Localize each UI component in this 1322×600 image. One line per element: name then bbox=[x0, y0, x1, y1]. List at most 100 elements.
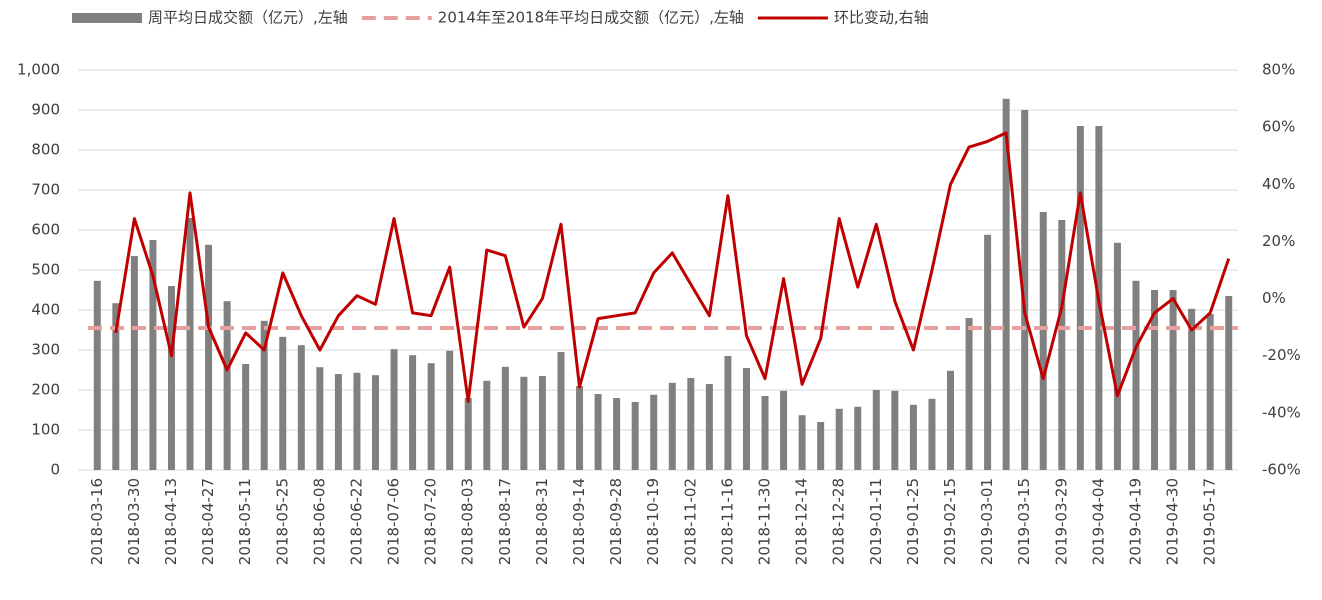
bar bbox=[947, 370, 954, 470]
y2-tick-label: 60% bbox=[1262, 118, 1295, 136]
bar bbox=[112, 303, 120, 470]
bar bbox=[984, 234, 992, 470]
x-tick-label: 2019-04-30 bbox=[1164, 478, 1182, 565]
x-tick-label: 2019-03-29 bbox=[1052, 478, 1070, 565]
bar bbox=[427, 363, 435, 470]
y2-tick-label: 0% bbox=[1262, 289, 1286, 307]
x-tick-label: 2018-05-25 bbox=[273, 478, 291, 565]
y-tick-label: 700 bbox=[31, 181, 60, 199]
bar bbox=[446, 350, 454, 470]
x-tick-label: 2018-08-03 bbox=[459, 478, 477, 565]
bar bbox=[928, 398, 936, 470]
y-tick-label: 300 bbox=[31, 341, 60, 359]
y-tick-label: 800 bbox=[31, 141, 60, 159]
bar bbox=[93, 280, 101, 470]
x-tick-label: 2018-12-14 bbox=[793, 478, 811, 565]
bar bbox=[483, 380, 491, 470]
bar bbox=[1151, 290, 1159, 470]
x-tick-label: 2018-04-13 bbox=[162, 478, 180, 565]
bar bbox=[613, 398, 621, 470]
bar bbox=[668, 382, 676, 470]
x-tick-label: 2018-12-28 bbox=[830, 478, 848, 565]
x-tick-label: 2018-03-16 bbox=[88, 478, 106, 565]
y-tick-label: 0 bbox=[50, 461, 60, 479]
y2-tick-label: 40% bbox=[1262, 175, 1295, 193]
x-tick-label: 2019-04-04 bbox=[1089, 478, 1107, 565]
legend-label: 周平均日成交额（亿元）,左轴 bbox=[148, 9, 348, 27]
x-tick-label: 2018-07-06 bbox=[385, 478, 403, 565]
legend-label: 环比变动,右轴 bbox=[834, 9, 929, 27]
x-tick-label: 2018-08-31 bbox=[533, 478, 551, 565]
bar bbox=[279, 336, 287, 470]
x-tick-label: 2018-10-19 bbox=[644, 478, 662, 565]
bar bbox=[353, 372, 361, 470]
x-tick-label: 2018-11-16 bbox=[718, 478, 736, 565]
bar bbox=[761, 396, 769, 470]
y2-tick-label: -20% bbox=[1262, 346, 1301, 364]
bar bbox=[1058, 220, 1066, 470]
bar bbox=[1002, 98, 1010, 471]
x-tick-label: 2018-03-30 bbox=[125, 478, 143, 565]
bar bbox=[316, 367, 324, 470]
bar bbox=[872, 390, 880, 470]
bar bbox=[742, 368, 750, 470]
bar bbox=[538, 376, 546, 470]
x-tick-label: 2019-01-11 bbox=[867, 478, 885, 565]
bar bbox=[1188, 308, 1196, 470]
bar bbox=[186, 218, 194, 470]
x-tick-label: 2018-08-17 bbox=[496, 478, 514, 565]
y-tick-label: 600 bbox=[31, 221, 60, 239]
x-tick-label: 2019-03-01 bbox=[978, 478, 996, 565]
x-tick-label: 2018-09-28 bbox=[607, 478, 625, 565]
bar bbox=[780, 390, 788, 470]
bar bbox=[854, 406, 862, 470]
x-tick-label: 2018-11-30 bbox=[756, 478, 774, 565]
bar bbox=[1169, 290, 1177, 470]
bar bbox=[334, 374, 342, 470]
y-tick-label: 900 bbox=[31, 101, 60, 119]
bar bbox=[501, 366, 509, 470]
bar bbox=[909, 404, 917, 470]
bar bbox=[1132, 280, 1140, 470]
y-tick-label: 400 bbox=[31, 301, 60, 319]
change-line bbox=[114, 131, 1231, 403]
bar bbox=[464, 398, 472, 470]
bar bbox=[1021, 110, 1029, 470]
bar bbox=[1206, 314, 1214, 470]
y-tick-label: 1,000 bbox=[17, 61, 60, 79]
y-tick-label: 100 bbox=[31, 421, 60, 439]
x-tick-label: 2019-03-15 bbox=[1015, 478, 1033, 565]
bar bbox=[205, 244, 213, 470]
y2-tick-label: 80% bbox=[1262, 61, 1295, 79]
bar bbox=[242, 364, 250, 470]
bar bbox=[594, 394, 602, 470]
x-tick-label: 2019-05-17 bbox=[1201, 478, 1219, 565]
x-tick-label: 2018-09-14 bbox=[570, 478, 588, 565]
bar bbox=[1039, 212, 1047, 470]
bar bbox=[687, 378, 695, 470]
y2-tick-label: -40% bbox=[1262, 403, 1301, 421]
bar bbox=[557, 352, 565, 470]
y2-tick-label: 20% bbox=[1262, 232, 1295, 250]
bar bbox=[1225, 296, 1233, 470]
bar bbox=[130, 256, 138, 470]
bar bbox=[965, 318, 973, 470]
x-tick-label: 2019-02-15 bbox=[941, 478, 959, 565]
bar bbox=[798, 415, 806, 470]
bar bbox=[260, 320, 268, 470]
y-tick-label: 200 bbox=[31, 381, 60, 399]
bar bbox=[372, 375, 379, 470]
x-tick-label: 2018-11-02 bbox=[681, 478, 699, 565]
bar bbox=[409, 355, 417, 470]
bar bbox=[1076, 126, 1084, 470]
bar bbox=[223, 301, 231, 470]
bar bbox=[1113, 242, 1121, 470]
x-tick-label: 2019-04-19 bbox=[1126, 478, 1144, 565]
bar bbox=[149, 240, 157, 470]
legend-swatch bbox=[72, 13, 142, 23]
bar bbox=[297, 345, 305, 470]
x-tick-label: 2018-06-08 bbox=[310, 478, 328, 565]
bar bbox=[520, 376, 528, 470]
bar bbox=[835, 408, 843, 470]
